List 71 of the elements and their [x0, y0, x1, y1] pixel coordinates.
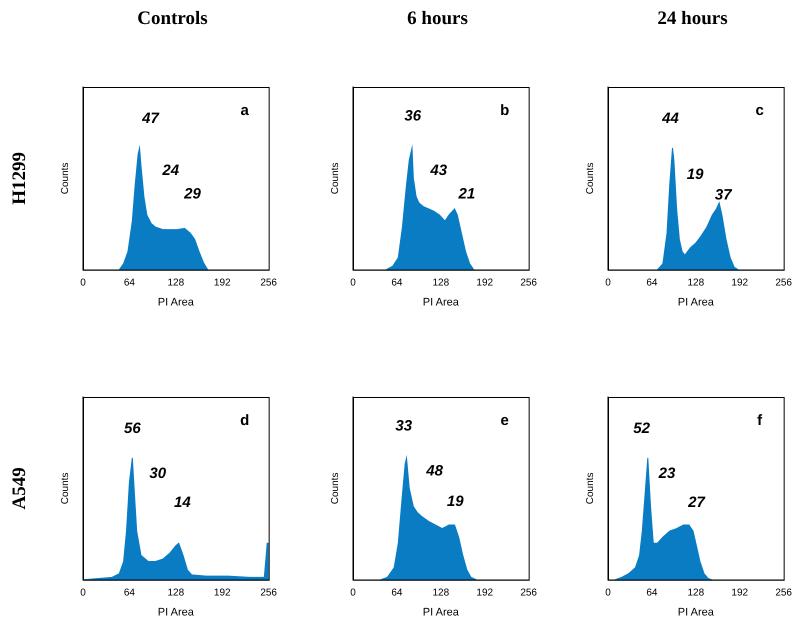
text: 44 — [661, 110, 680, 127]
x-tick-label: 64 — [124, 278, 136, 289]
annotation: 48 — [425, 462, 444, 480]
x-tick-label: 64 — [391, 278, 403, 289]
text: c — [755, 102, 764, 120]
x-axis-title: PI Area — [422, 606, 460, 618]
text: 36 — [404, 107, 422, 124]
x-tick-label: 64 — [646, 588, 658, 599]
x-tick-label: 128 — [687, 588, 705, 599]
x-tick-label: 192 — [476, 278, 494, 289]
y-axis-title: Counts — [584, 472, 596, 504]
x-tick-label: 256 — [260, 588, 278, 599]
x-tick-label: 192 — [214, 278, 232, 289]
y-axis-title: Counts — [584, 162, 596, 194]
x-tick-label: 256 — [775, 278, 792, 289]
chart-title: Controls — [136, 8, 209, 30]
x-tick-label: 256 — [260, 278, 278, 289]
annotation: 23 — [658, 464, 676, 482]
x-tick-label: 64 — [391, 588, 403, 599]
text: 33 — [395, 417, 413, 434]
y-axis-title: Counts — [60, 472, 71, 504]
x-tick-label: 128 — [432, 278, 450, 289]
annotation: 19 — [686, 166, 704, 183]
x-tick-label: 128 — [167, 588, 185, 599]
text: H1299 — [8, 152, 30, 205]
annotation: 29 — [183, 185, 202, 202]
annotation: 30 — [149, 464, 167, 482]
text: A549 — [8, 467, 30, 510]
annotation: 24 — [161, 162, 180, 180]
text: f — [757, 412, 764, 430]
x-tick-label: 192 — [214, 588, 232, 599]
x-tick-label: 128 — [167, 278, 185, 289]
x-tick-label: 256 — [520, 588, 538, 599]
annotation: 21 — [458, 185, 476, 202]
x-tick-label: 128 — [432, 588, 450, 599]
y-axis-title: Counts — [330, 162, 341, 194]
x-tick-label: 0 — [605, 588, 612, 599]
chart-title: 24 hours — [656, 8, 729, 30]
x-tick-label: 0 — [605, 278, 612, 289]
text: 52 — [633, 420, 651, 437]
y-axis-title: Counts — [60, 162, 71, 194]
x-axis-title: PI Area — [678, 296, 715, 308]
x-axis-title: PI Area — [422, 296, 460, 308]
annotation: 19 — [446, 492, 464, 510]
annotation: 14 — [174, 494, 192, 512]
text: e — [500, 412, 509, 430]
x-tick-label: 128 — [687, 278, 705, 289]
text: 47 — [141, 110, 160, 127]
text: 56 — [124, 420, 142, 437]
x-axis-title: PI Area — [678, 606, 715, 618]
annotation: 37 — [714, 186, 732, 204]
x-tick-label: 192 — [476, 588, 494, 599]
annotation: 43 — [429, 162, 448, 180]
x-tick-label: 0 — [350, 588, 356, 599]
x-axis-title: PI Area — [158, 606, 195, 618]
y-axis-title: Counts — [330, 472, 341, 504]
x-tick-label: 0 — [80, 278, 86, 289]
chart-title: 6 hours — [406, 8, 469, 30]
x-tick-label: 64 — [646, 278, 658, 289]
annotation: 27 — [687, 494, 706, 512]
text: d — [240, 412, 250, 430]
text: a — [240, 102, 250, 120]
text: b — [500, 102, 510, 120]
x-axis-title: PI Area — [158, 296, 195, 308]
x-tick-label: 64 — [124, 588, 136, 599]
x-tick-label: 0 — [80, 588, 86, 599]
x-tick-label: 256 — [520, 278, 538, 289]
x-tick-label: 256 — [775, 588, 792, 599]
x-tick-label: 0 — [350, 278, 356, 289]
x-tick-label: 192 — [731, 588, 749, 599]
x-tick-label: 192 — [731, 278, 749, 289]
